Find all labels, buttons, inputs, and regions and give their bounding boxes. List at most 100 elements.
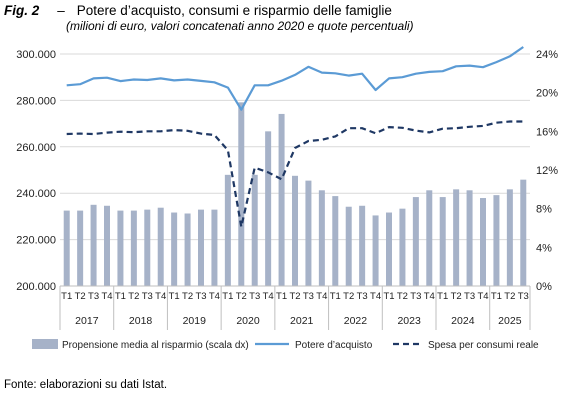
y-right-tick-label: 16% <box>536 126 558 138</box>
x-year-label: 2023 <box>397 315 421 327</box>
bar <box>211 209 218 286</box>
x-year-label: 2017 <box>75 315 99 327</box>
x-tick-label: T1 <box>276 291 287 302</box>
y-left-tick-label: 260.000 <box>16 142 56 154</box>
y-right-tick-label: 0% <box>536 281 552 293</box>
x-year-label: 2021 <box>290 315 314 327</box>
bar <box>157 207 164 286</box>
x-tick-label: T1 <box>491 291 502 302</box>
y-left-tick-label: 240.000 <box>16 188 56 200</box>
bar-series-saving-rate <box>63 102 527 286</box>
x-tick-label: T1 <box>330 291 341 302</box>
bar <box>171 212 178 286</box>
chart-area: 200.000 220.000 240.000 260.000 280.000 300.0… <box>16 46 558 351</box>
bar <box>238 102 245 286</box>
bar <box>104 205 110 286</box>
bar <box>198 209 204 286</box>
y-right-tick-label: 8% <box>536 204 552 216</box>
x-tick-label: T2 <box>182 291 193 302</box>
y-left-tick-label: 300.000 <box>16 49 56 61</box>
x-tick-label: T4 <box>155 291 166 302</box>
bar <box>399 208 406 286</box>
source-note: Fonte: elaborazioni su dati Istat. <box>4 379 168 391</box>
x-tick-label: T3 <box>518 291 529 302</box>
figure-label: Fig. 2 <box>4 3 40 18</box>
x-year-label: 2018 <box>129 315 153 327</box>
bar <box>493 195 500 286</box>
bar <box>292 175 298 286</box>
bar <box>63 210 70 286</box>
bar <box>426 190 433 286</box>
x-tick-label: T1 <box>383 291 394 302</box>
chart-subtitle: (milioni di euro, valori concatenati ann… <box>66 19 414 33</box>
x-tick-label: T2 <box>504 291 515 302</box>
x-year-label: 2019 <box>183 315 207 327</box>
bar <box>278 113 285 286</box>
x-year-label: 2025 <box>498 315 522 327</box>
bar <box>506 189 513 286</box>
x-tick-label: T4 <box>263 291 274 302</box>
x-tick-label: T2 <box>236 291 247 302</box>
x-tick-label: T4 <box>370 291 381 302</box>
x-tick-label: T4 <box>209 291 220 302</box>
y-right-tick-label: 4% <box>536 242 552 254</box>
x-tick-label: T4 <box>316 291 327 302</box>
x-tick-label: T3 <box>195 291 206 302</box>
title-separator: – <box>57 3 65 18</box>
x-tick-label: T2 <box>397 291 408 302</box>
x-tick-label: T4 <box>424 291 435 302</box>
line-series-purchasing-power <box>66 46 524 111</box>
bar <box>386 212 392 286</box>
x-tick-label: T1 <box>115 291 126 302</box>
bar <box>520 179 527 286</box>
bar <box>466 190 473 286</box>
bar <box>480 198 486 286</box>
x-tick-label: T4 <box>477 291 488 302</box>
x-tick-label: T4 <box>101 291 112 302</box>
bar <box>144 209 151 286</box>
bar <box>372 215 379 286</box>
legend-swatch-saving-rate <box>32 339 58 349</box>
bar <box>359 205 366 286</box>
x-year-label: 2024 <box>451 315 475 327</box>
bar <box>332 196 339 286</box>
bar <box>90 204 97 286</box>
y-right-tick-label: 12% <box>536 165 558 177</box>
legend-label-real-consumption: Spesa per consumi reale <box>428 340 539 351</box>
x-tick-label: T3 <box>303 291 314 302</box>
x-tick-label: T1 <box>437 291 448 302</box>
bar <box>224 174 231 286</box>
x-tick-label: T2 <box>343 291 354 302</box>
x-tick-label: T2 <box>128 291 139 302</box>
bar <box>453 189 460 286</box>
x-tick-label: T1 <box>61 291 72 302</box>
x-tick-label: T3 <box>88 291 99 302</box>
legend-label-purchasing-power: Potere d’acquisto <box>295 340 373 351</box>
x-tick-label: T3 <box>410 291 421 302</box>
figure-header: Fig. 2 – Potere d’acquisto, consumi e risp… <box>4 2 566 34</box>
x-tick-label: T2 <box>451 291 462 302</box>
bar <box>130 210 137 286</box>
bar <box>318 190 325 286</box>
bar <box>345 206 352 286</box>
y-right-tick-label: 24% <box>536 49 558 61</box>
bar <box>77 210 84 286</box>
chart-title: Potere d’acquisto, consumi e risparmio d… <box>76 3 392 18</box>
bar <box>305 180 312 286</box>
bar <box>265 131 272 286</box>
x-year-label: 2020 <box>236 315 260 327</box>
y-left-tick-label: 220.000 <box>16 235 56 247</box>
bar <box>412 197 419 286</box>
x-tick-label: T3 <box>357 291 368 302</box>
y-left-tick-label: 280.000 <box>16 95 56 107</box>
x-tick-label: T2 <box>289 291 300 302</box>
x-tick-label: T1 <box>222 291 233 302</box>
bar <box>117 210 124 286</box>
x-tick-label: T1 <box>169 291 180 302</box>
x-tick-label: T3 <box>142 291 153 302</box>
x-year-label: 2022 <box>344 315 368 327</box>
x-tick-label: T3 <box>464 291 475 302</box>
x-tick-label: T2 <box>75 291 86 302</box>
y-left-tick-label: 200.000 <box>16 281 56 293</box>
bar <box>251 174 258 286</box>
